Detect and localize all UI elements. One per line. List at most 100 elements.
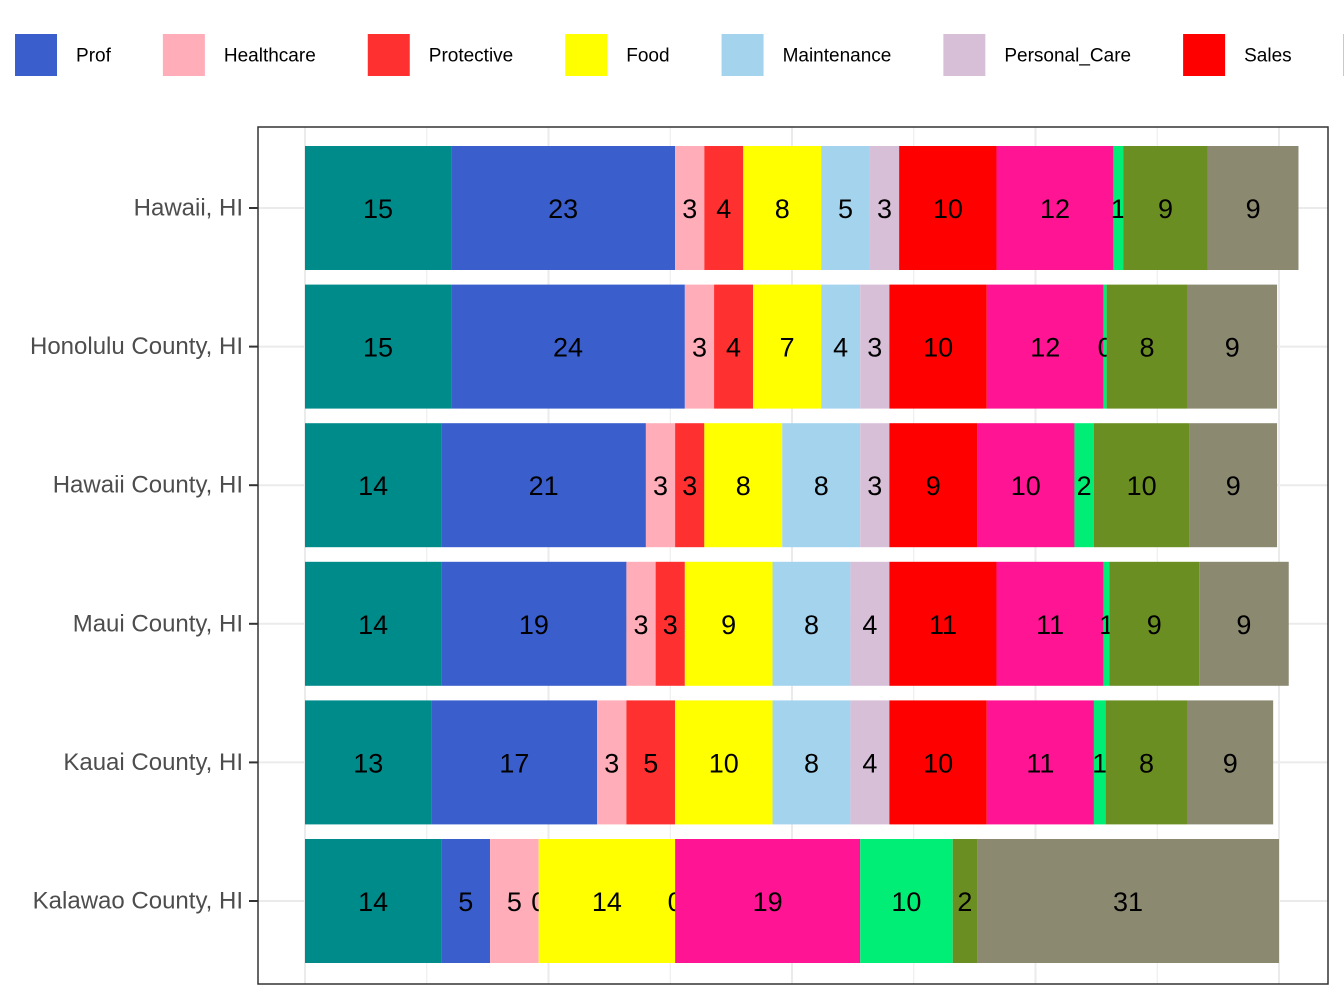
legend-swatch — [1183, 34, 1226, 76]
category-label: Kalawao County, HI — [33, 888, 243, 915]
legend-swatch — [943, 34, 986, 76]
bar-value-label: 8 — [814, 471, 829, 501]
bar-value-label: 4 — [862, 610, 877, 640]
bar-segment — [626, 700, 676, 825]
legend-item: Healthcare — [162, 34, 316, 76]
bar-segment — [1103, 561, 1110, 686]
bar-value-label: 24 — [553, 333, 583, 363]
bar-value-label: 8 — [804, 610, 819, 640]
legend-item: Sales — [1183, 34, 1292, 76]
bar-segment — [977, 423, 1075, 548]
bar-segment — [860, 839, 953, 963]
bar-value-label: 12 — [1040, 194, 1070, 224]
bar-segment — [889, 561, 997, 686]
bar-segment — [305, 284, 452, 409]
bar-value-label: 9 — [721, 610, 736, 640]
legend: ialProfHealthcareProtectiveFoodMaintenan… — [15, 34, 1344, 76]
bar-value-label: 17 — [499, 748, 529, 778]
bar-value-label: 7 — [780, 333, 795, 363]
bar-segment — [977, 839, 1279, 963]
bar-segment — [684, 284, 715, 409]
bar-value-label: 4 — [716, 194, 731, 224]
bar-value-label: 4 — [862, 748, 877, 778]
bar-segment — [490, 839, 539, 963]
legend-label: Personal_Care — [1004, 46, 1131, 67]
bar-value-label: 9 — [1147, 610, 1162, 640]
bar-value-label: 14 — [358, 471, 388, 501]
bar-row: 14 21 3 3 8 8 3 9 10 2 10 9 — [305, 423, 1278, 548]
bar-segment — [860, 423, 890, 548]
bar-segment — [441, 561, 627, 686]
bar-value-label: 19 — [753, 887, 783, 917]
legend-label: Protective — [429, 46, 513, 67]
legend-label: Maintenance — [783, 46, 892, 67]
bar-segment — [1207, 146, 1299, 270]
legend-item: Prof — [15, 34, 112, 76]
bar-segment — [441, 423, 646, 548]
bar-segment — [1103, 284, 1107, 409]
bar-value-label: 3 — [634, 610, 649, 640]
bar-value-label: 2 — [1077, 471, 1092, 501]
bar-value-label: 5 — [838, 194, 853, 224]
bar-row: 14 19 3 3 9 8 4 11 11 1 9 9 — [305, 561, 1289, 686]
bar-value-label: 14 — [358, 610, 388, 640]
category-axis: Hawaii, HI Honolulu County, HI Hawaii Coun… — [30, 195, 258, 915]
category-label: Maui County, HI — [73, 610, 243, 637]
bar-value-label: 10 — [923, 748, 953, 778]
bar-segment — [645, 423, 676, 548]
legend-item: Food — [565, 34, 670, 76]
bar-value-label: 9 — [1246, 194, 1261, 224]
bar-segment — [899, 146, 997, 270]
bar-segment — [305, 700, 432, 825]
bar-segment — [538, 839, 676, 963]
bar-value-label: 4 — [726, 333, 741, 363]
bar-segment — [821, 284, 861, 409]
bar-value-label: 3 — [663, 610, 678, 640]
bar-row: 13 17 3 5 10 8 4 10 11 1 8 9 — [305, 700, 1274, 825]
bar-value-label: 9 — [1236, 610, 1251, 640]
bar-segment — [986, 700, 1094, 825]
category-label: Hawaii, HI — [134, 195, 243, 222]
legend-label: Prof — [76, 46, 112, 67]
bar-value-label: 9 — [1225, 333, 1240, 363]
bar-value-label: 8 — [736, 471, 751, 501]
bar-value-label: 2 — [957, 887, 972, 917]
bar-value-label: 15 — [363, 194, 393, 224]
legend-item: Personal_Care — [943, 34, 1131, 76]
bar-value-label: 8 — [1139, 748, 1154, 778]
bar-segment — [772, 561, 851, 686]
bars: 15 23 3 4 8 5 3 10 12 1 9 915 24 3 4 7 4 3 10 12 0 8 914 21 3 3 8 8… — [305, 146, 1299, 963]
bar-value-label: 5 — [643, 748, 658, 778]
bar-segment — [782, 423, 861, 548]
bar-value-label: 3 — [692, 333, 707, 363]
bar-value-label: 3 — [867, 471, 882, 501]
bar-value-label: 3 — [653, 471, 668, 501]
bar-value-label: 3 — [604, 748, 619, 778]
bar-value-label: 31 — [1113, 887, 1143, 917]
bar-value-label: 1 — [1092, 748, 1107, 778]
bar-value-label: 14 — [358, 887, 388, 917]
bar-value-label: 10 — [923, 333, 953, 363]
bar-value-label: 11 — [1036, 610, 1064, 640]
plot-area: 15 23 3 4 8 5 3 10 12 1 9 915 24 3 4 7 4 3 10 12 0 8 914 21 3 3 8 8… — [30, 126, 1329, 985]
legend-swatch — [721, 34, 764, 76]
bar-segment — [850, 700, 890, 825]
plot-border — [257, 126, 1329, 985]
bar-segment — [675, 700, 773, 825]
bar-segment — [655, 561, 685, 686]
bar-value-label: 5 — [458, 887, 473, 917]
bar-segment — [305, 561, 442, 686]
bar-segment — [684, 561, 773, 686]
bar-value-label: 23 — [548, 194, 578, 224]
bar-value-label: 10 — [891, 887, 921, 917]
bar-segment — [1187, 284, 1278, 409]
bar-value-label: 10 — [1127, 471, 1157, 501]
bar-value-label: 9 — [926, 471, 941, 501]
bar-row: 145501401910231 — [305, 839, 1279, 963]
bar-segment — [704, 423, 783, 548]
bar-value-label: 21 — [529, 471, 559, 501]
bar-segment — [1093, 700, 1106, 825]
bar-value-label: 10 — [709, 748, 739, 778]
bar-value-label: 19 — [519, 610, 549, 640]
